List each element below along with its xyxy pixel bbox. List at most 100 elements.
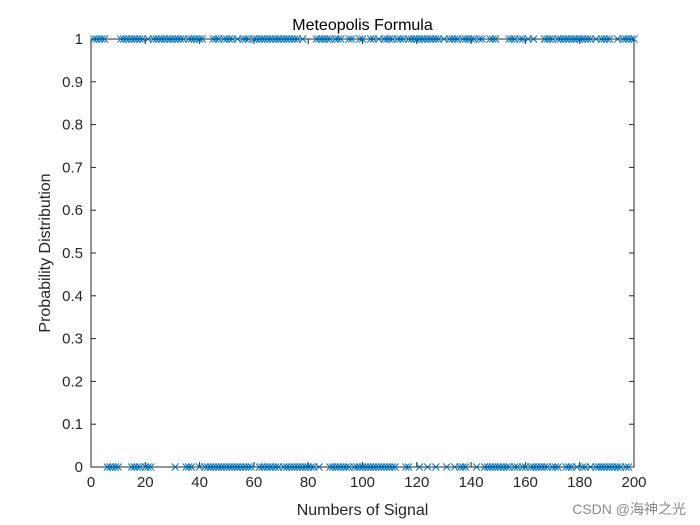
data-point <box>277 35 285 43</box>
data-point <box>554 463 562 471</box>
data-point <box>269 463 277 471</box>
data-point <box>461 463 470 471</box>
data-point <box>220 35 228 43</box>
data-point <box>334 463 342 471</box>
data-point <box>250 35 258 43</box>
data-point <box>201 463 209 471</box>
data-point <box>222 35 231 43</box>
y-tick-label: 0 <box>75 459 83 476</box>
data-point <box>293 35 302 43</box>
x-tick-label: 160 <box>513 474 538 491</box>
data-point <box>301 463 310 471</box>
data-point <box>456 463 465 471</box>
data-point <box>442 463 451 471</box>
data-point <box>415 35 424 43</box>
x-tick-label: 100 <box>350 474 375 491</box>
data-point <box>573 463 581 471</box>
watermark: CSDN @海神之光 <box>572 501 686 517</box>
data-point <box>119 35 128 43</box>
data-point <box>331 35 340 43</box>
data-point <box>111 463 120 471</box>
data-point <box>385 35 394 43</box>
data-point <box>271 35 280 43</box>
data-point <box>133 463 142 471</box>
data-point <box>396 35 405 43</box>
data-point <box>440 35 448 43</box>
data-point <box>516 35 524 43</box>
data-point <box>209 463 218 471</box>
data-point <box>421 35 429 43</box>
data-point <box>556 35 565 43</box>
data-point <box>494 463 503 471</box>
data-point <box>89 35 98 43</box>
data-point <box>613 463 622 471</box>
data-point <box>174 35 182 43</box>
data-point <box>244 35 253 43</box>
data-point <box>282 35 291 43</box>
data-point <box>336 463 345 471</box>
data-point <box>168 35 177 43</box>
data-point <box>266 35 275 43</box>
data-point <box>136 35 144 43</box>
data-point <box>483 463 492 471</box>
data-point <box>296 463 304 471</box>
data-point <box>282 463 291 471</box>
data-point <box>380 35 389 43</box>
data-point <box>263 463 272 471</box>
data-point <box>122 35 131 43</box>
data-point <box>312 35 321 43</box>
data-point <box>526 463 535 471</box>
data-point <box>488 463 497 471</box>
data-point <box>586 463 595 471</box>
data-point <box>529 35 538 43</box>
data-point <box>410 35 418 43</box>
data-point <box>214 35 223 43</box>
data-point <box>453 35 462 43</box>
data-point <box>255 463 264 471</box>
data-point <box>529 463 538 471</box>
data-point <box>619 35 627 43</box>
data-point <box>548 35 557 43</box>
data-point <box>108 463 117 471</box>
chart-title: Meteopolis Formula <box>292 17 433 34</box>
x-tick-label: 140 <box>459 474 484 491</box>
data-point <box>383 35 391 43</box>
data-point <box>423 463 432 471</box>
data-point <box>136 463 144 471</box>
x-tick-label: 80 <box>300 474 317 491</box>
data-point <box>540 35 549 43</box>
data-point <box>459 35 467 43</box>
data-point <box>426 35 435 43</box>
data-point <box>488 35 497 43</box>
y-tick-label: 1 <box>75 31 83 48</box>
data-point <box>545 35 554 43</box>
data-point <box>434 35 443 43</box>
data-point <box>290 463 299 471</box>
data-point <box>350 463 359 471</box>
data-point <box>393 35 402 43</box>
data-point <box>260 463 269 471</box>
data-point <box>573 35 581 43</box>
data-point <box>602 463 611 471</box>
y-tick-label: 0.4 <box>62 288 83 305</box>
data-point <box>602 35 611 43</box>
data-point <box>374 463 383 471</box>
y-tick-label: 0.1 <box>62 416 83 433</box>
data-point <box>315 35 323 43</box>
data-point <box>92 35 101 43</box>
data-point <box>616 463 625 471</box>
data-point <box>258 35 266 43</box>
data-point <box>372 463 380 471</box>
x-tick-label: 200 <box>621 474 646 491</box>
data-point <box>374 35 383 43</box>
data-point <box>535 463 543 471</box>
data-point <box>567 35 576 43</box>
data-point <box>469 35 478 43</box>
data-point <box>323 35 332 43</box>
data-point <box>399 35 408 43</box>
data-point <box>106 463 114 471</box>
data-point <box>317 35 326 43</box>
data-point <box>209 35 218 43</box>
data-point <box>429 35 437 43</box>
